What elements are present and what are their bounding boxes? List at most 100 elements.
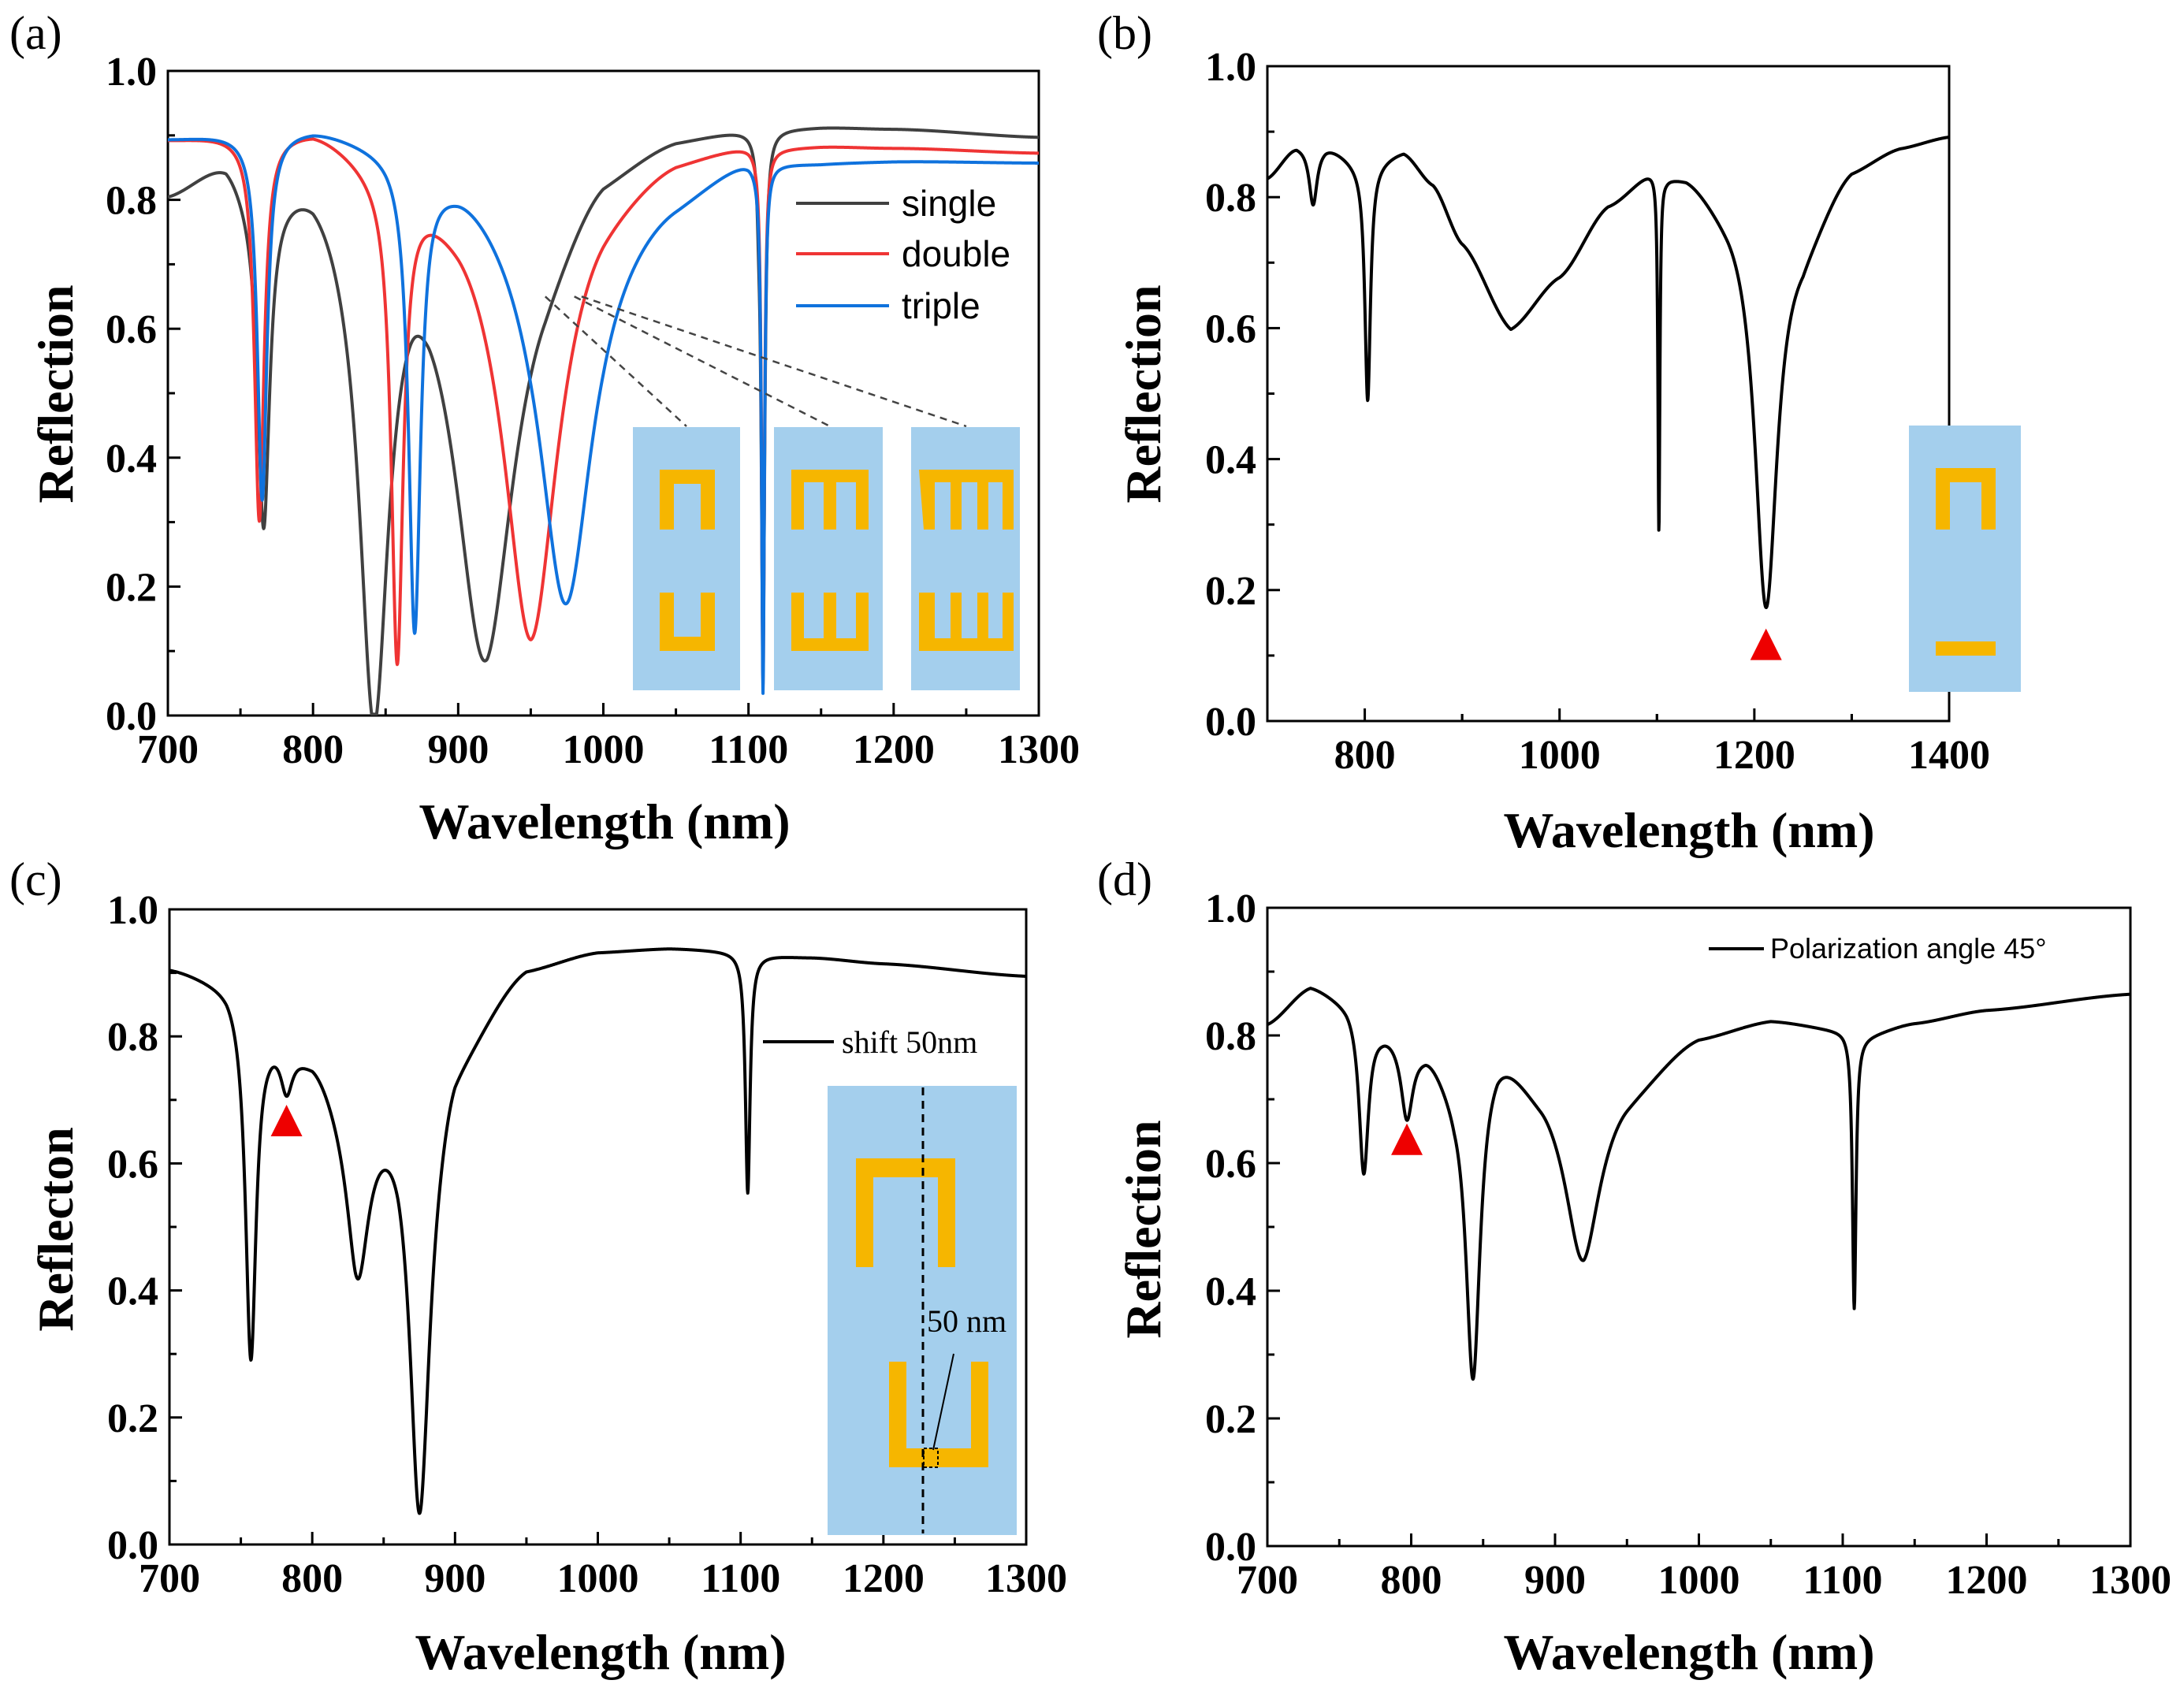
x-tick-label: 1300 xyxy=(2089,1558,2171,1603)
legend-label-double: double xyxy=(902,233,1010,274)
panel-a-axes: 700 800 900 1000 1100 1200 1300 0.0 0.2 0.4 0.6 0.8… xyxy=(106,50,1080,772)
series-line-double xyxy=(168,137,1039,686)
y-tick-label: 0.0 xyxy=(107,1523,158,1568)
panel-c-curves xyxy=(169,947,1026,1515)
x-tick-label: 1000 xyxy=(1658,1558,1740,1603)
x-tick-label: 800 xyxy=(1381,1558,1442,1603)
x-tick-label: 1400 xyxy=(1908,733,1990,778)
y-tick-label: 0.2 xyxy=(107,1396,158,1441)
panel-d-legend: Polarization angle 45° xyxy=(1709,932,2047,965)
y-tick-label: 0.2 xyxy=(1205,569,1256,614)
panel-a-xlabel: Wavelength (nm) xyxy=(419,794,790,849)
x-tick-label: 700 xyxy=(1237,1558,1298,1603)
panel-b-axes: 800 1000 1200 1400 0.0 0.2 0.4 0.6 0.8 1.0 xyxy=(1205,45,1990,778)
panel-b-inset-structure xyxy=(1909,426,2021,692)
panel-a-curves xyxy=(168,126,1039,716)
y-tick-label: 0.4 xyxy=(106,437,157,481)
panel-d-ylabel: Reflection xyxy=(1115,1120,1171,1338)
x-tick-label: 800 xyxy=(281,1556,343,1601)
panel-b-xlabel: Wavelength (nm) xyxy=(1503,802,1874,858)
resonance-marker-triangle xyxy=(270,1105,303,1137)
panel-c: 700 800 900 1000 1100 1200 1300 0.0 0.2 0.4 0.6 0.8… xyxy=(28,888,1067,1680)
y-tick-label: 0.6 xyxy=(107,1142,158,1187)
panel-b-ylabel: Reflection xyxy=(1115,284,1171,503)
x-tick-label: 1100 xyxy=(709,727,788,772)
panel-d-xlabel: Wavelength (nm) xyxy=(1503,1624,1874,1680)
panel-a-ylabel: Reflection xyxy=(28,284,84,503)
y-tick-label: 0.6 xyxy=(106,307,157,352)
inset-single-structure xyxy=(633,427,740,690)
x-tick-label: 1200 xyxy=(1713,733,1795,778)
x-tick-label: 700 xyxy=(137,727,199,772)
panel-label-a: (a) xyxy=(9,7,62,59)
panel-c-axes: 700 800 900 1000 1100 1200 1300 0.0 0.2 0.4 0.6 0.8… xyxy=(107,888,1067,1601)
panel-c-ylabel: Reflecton xyxy=(28,1127,84,1331)
resonance-marker-triangle xyxy=(1391,1123,1423,1155)
x-tick-label: 900 xyxy=(424,1556,486,1601)
panel-a-insets xyxy=(544,296,1020,690)
y-tick-label: 0.8 xyxy=(106,179,157,224)
x-tick-label: 1200 xyxy=(843,1556,925,1601)
panel-d-curves xyxy=(1267,987,2130,1381)
panel-c-legend: shift 50nm xyxy=(763,1024,977,1060)
y-tick-label: 1.0 xyxy=(107,888,158,933)
y-tick-label: 0.4 xyxy=(1205,438,1256,483)
panel-b: 800 1000 1200 1400 0.0 0.2 0.4 0.6 0.8 1.0 Wavele… xyxy=(1115,45,2021,858)
resonance-marker-triangle xyxy=(1750,628,1782,660)
y-tick-label: 0.6 xyxy=(1205,1142,1256,1187)
panel-a-frame xyxy=(166,69,1040,717)
y-tick-label: 1.0 xyxy=(1205,887,1256,931)
x-tick-label: 1300 xyxy=(998,727,1080,772)
y-tick-label: 0.8 xyxy=(1205,176,1256,221)
x-tick-label: 700 xyxy=(139,1556,200,1601)
legend-label-polarization: Polarization angle 45° xyxy=(1770,932,2047,965)
x-tick-label: 900 xyxy=(1524,1558,1586,1603)
panel-label-d: (d) xyxy=(1097,853,1152,905)
y-tick-label: 0.8 xyxy=(1205,1014,1256,1059)
inset-guide-lines xyxy=(544,296,967,428)
x-tick-label: 800 xyxy=(282,727,344,772)
series-line-triple xyxy=(168,134,1039,695)
y-tick-label: 0.0 xyxy=(106,694,157,739)
inset-guide-line xyxy=(581,296,967,428)
x-tick-label: 1200 xyxy=(1946,1558,2028,1603)
series-line-b xyxy=(1267,136,1949,609)
y-tick-label: 0.2 xyxy=(1205,1397,1256,1442)
panel-c-xlabel: Wavelength (nm) xyxy=(415,1624,786,1680)
panel-c-inset-structure xyxy=(828,1086,1017,1535)
x-tick-label: 900 xyxy=(427,727,489,772)
x-tick-label: 1000 xyxy=(563,727,645,772)
legend-label-triple: triple xyxy=(902,285,980,326)
x-tick-label: 1200 xyxy=(853,727,935,772)
legend-label-shift: shift 50nm xyxy=(842,1024,977,1060)
inset-annotation-50nm: 50 nm xyxy=(927,1303,1006,1339)
y-tick-label: 0.6 xyxy=(1205,307,1256,351)
y-tick-label: 1.0 xyxy=(1205,45,1256,90)
y-tick-label: 0.8 xyxy=(107,1015,158,1060)
inset-triple-structure xyxy=(911,427,1020,690)
panel-label-b: (b) xyxy=(1097,7,1152,59)
y-tick-label: 0.4 xyxy=(1205,1269,1256,1314)
inset-guide-line xyxy=(574,296,831,428)
panel-a: 700 800 900 1000 1100 1200 1300 0.0 0.2 0.4 0.6 0.8… xyxy=(28,50,1080,849)
panel-b-curves xyxy=(1267,136,1949,660)
panel-d: 700 800 900 1000 1100 1200 1300 0.0 0.2 0.4 0.6 0.8… xyxy=(1115,887,2171,1680)
y-tick-label: 0.4 xyxy=(107,1269,158,1314)
y-tick-label: 0.0 xyxy=(1205,1525,1256,1570)
panel-label-c: (c) xyxy=(9,853,62,905)
inset-guide-line xyxy=(544,296,687,427)
y-tick-label: 1.0 xyxy=(106,50,157,95)
x-tick-label: 800 xyxy=(1334,733,1396,778)
x-tick-label: 1100 xyxy=(701,1556,780,1601)
series-line-single xyxy=(168,126,1039,716)
series-line-shift-50nm xyxy=(169,947,1026,1515)
y-tick-label: 0.0 xyxy=(1205,700,1256,745)
x-tick-label: 1300 xyxy=(985,1556,1067,1601)
panel-d-frame xyxy=(1266,906,2132,1548)
panel-d-axes: 700 800 900 1000 1100 1200 1300 0.0 0.2 0.4 0.6 0.8… xyxy=(1205,887,2171,1603)
series-line-Polarization-angle-45- xyxy=(1267,987,2130,1381)
x-tick-label: 1000 xyxy=(1519,733,1601,778)
x-tick-label: 1100 xyxy=(1803,1558,1882,1603)
panel-a-legend: single double triple xyxy=(796,183,1010,326)
